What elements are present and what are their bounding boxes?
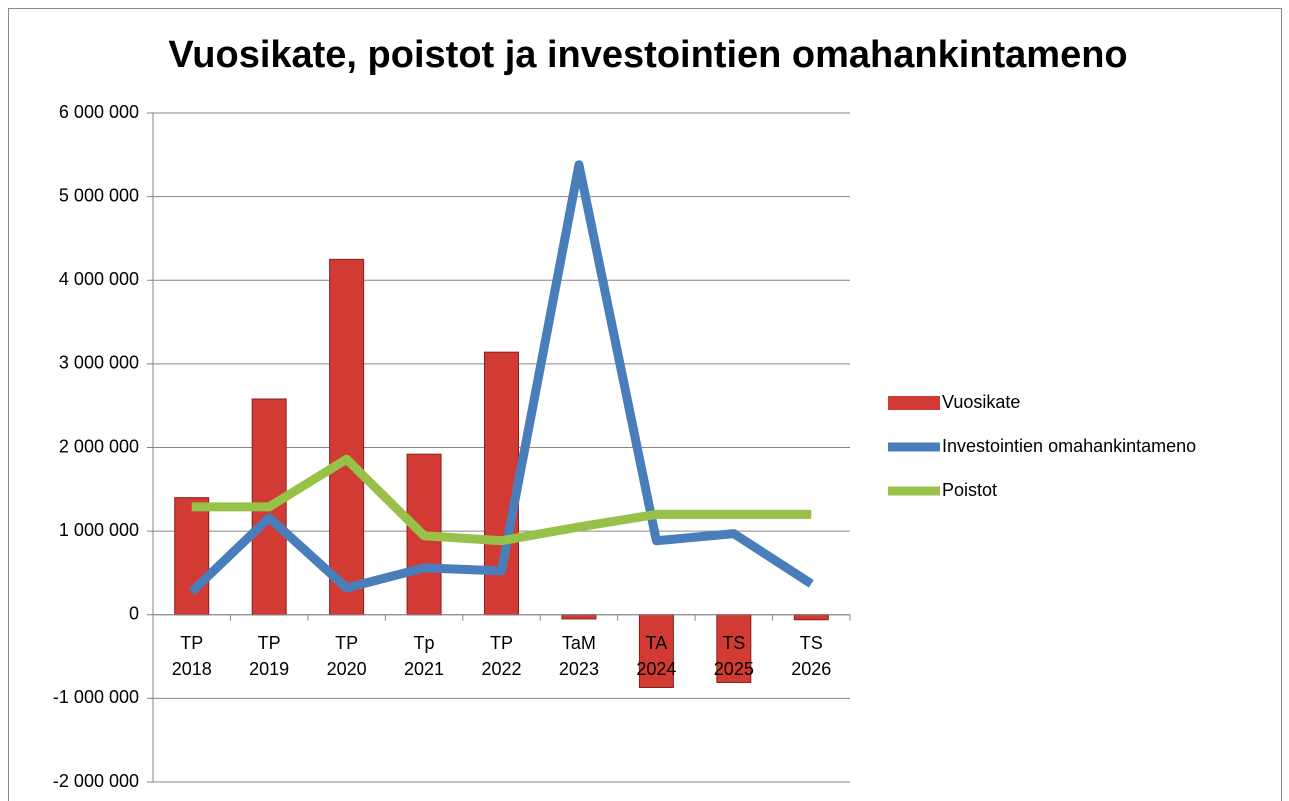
line-series bbox=[188, 160, 814, 596]
legend-label: Investointien omahankintameno bbox=[942, 436, 1196, 456]
x-tick-label: TaM 2023 bbox=[558, 632, 599, 679]
bar bbox=[484, 351, 519, 616]
bar bbox=[174, 497, 210, 616]
x-tick-label: TA 2024 bbox=[636, 632, 677, 679]
legend-swatch bbox=[888, 396, 940, 410]
y-tick-label: 0 bbox=[129, 604, 139, 624]
x-tick-label: TP 2018 bbox=[171, 632, 212, 679]
y-tick-label: 4 000 000 bbox=[59, 269, 139, 289]
x-tick-label: TP 2019 bbox=[249, 632, 290, 679]
legend-label: Poistot bbox=[942, 480, 997, 500]
bar bbox=[793, 614, 829, 621]
x-tick-label: TP 2022 bbox=[481, 632, 522, 679]
x-tick-label: TS 2025 bbox=[713, 632, 754, 679]
x-tick-label: Tp 2021 bbox=[404, 632, 445, 679]
chart-title: Vuosikate, poistot ja investointien omah… bbox=[168, 34, 1127, 76]
y-tick-label: 6 000 000 bbox=[59, 102, 139, 122]
y-tick-label: 2 000 000 bbox=[59, 436, 139, 456]
bar bbox=[329, 258, 365, 616]
x-tick-label: TS 2026 bbox=[791, 632, 832, 679]
bar bbox=[561, 614, 597, 620]
bar bbox=[638, 614, 674, 689]
y-tick-label: 1 000 000 bbox=[59, 520, 139, 540]
legend-label: Vuosikate bbox=[942, 392, 1020, 412]
y-tick-label: -2 000 000 bbox=[53, 771, 139, 791]
line-series bbox=[191, 454, 812, 546]
x-tick-label: TP 2020 bbox=[326, 632, 367, 679]
y-tick-label: 5 000 000 bbox=[59, 185, 139, 205]
y-tick-label: 3 000 000 bbox=[59, 353, 139, 373]
y-tick-label: -1 000 000 bbox=[53, 687, 139, 707]
